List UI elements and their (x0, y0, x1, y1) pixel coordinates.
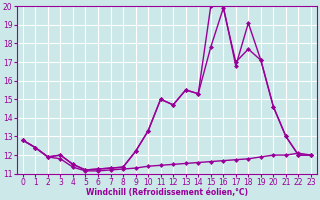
X-axis label: Windchill (Refroidissement éolien,°C): Windchill (Refroidissement éolien,°C) (86, 188, 248, 197)
